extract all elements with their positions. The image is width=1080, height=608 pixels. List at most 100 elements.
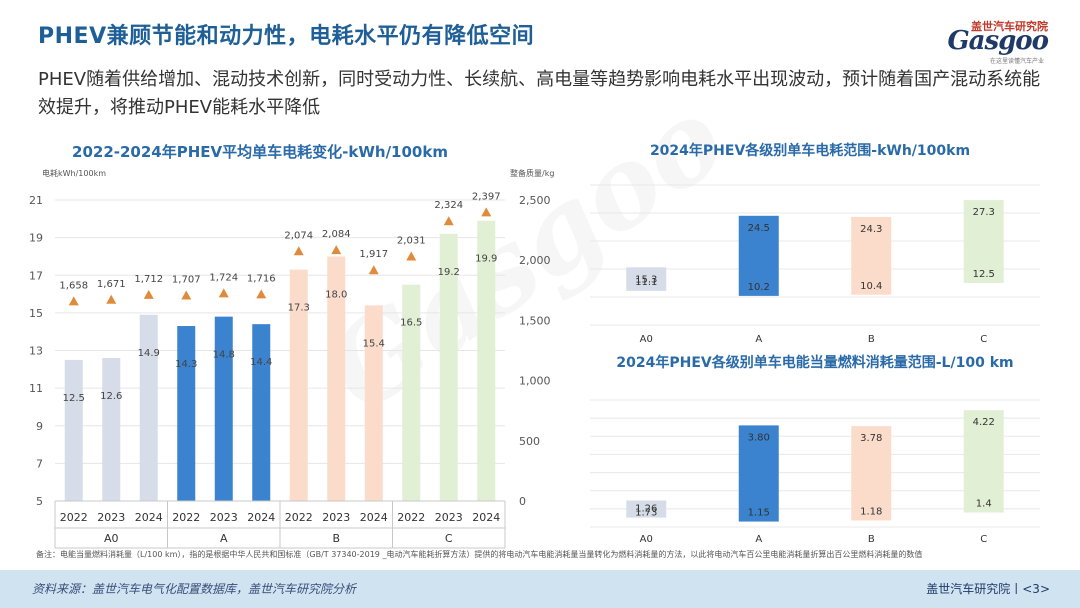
mass-marker xyxy=(143,289,154,299)
y-tick-label: 13 xyxy=(29,345,43,358)
logo-top-text: 盖世汽车研究院 xyxy=(971,20,1048,33)
mass-marker xyxy=(443,216,454,226)
chart2-title: 2024年PHEV各级别单车电耗范围-kWh/100km xyxy=(649,143,971,159)
mass-marker xyxy=(106,294,117,304)
y2-tick-label: 500 xyxy=(519,435,540,448)
range-low-label: 10.4 xyxy=(860,281,882,292)
source-text: 资料来源：盖世汽车电气化配置数据库，盖世汽车研究院分析 xyxy=(32,582,357,596)
mass-value-label: 2,324 xyxy=(434,200,463,211)
mass-value-label: 1,671 xyxy=(97,279,126,290)
x-group-label: A xyxy=(220,532,228,545)
mass-marker xyxy=(181,290,192,300)
bar-value-label: 19.9 xyxy=(475,254,497,265)
bar-value-label: 14.4 xyxy=(250,357,272,368)
range-x-label: A xyxy=(755,334,762,345)
bar-C-2022 xyxy=(402,284,421,501)
x-tick-year: 2024 xyxy=(360,511,388,524)
bar-B-2023 xyxy=(327,256,346,501)
x-tick-year: 2024 xyxy=(135,511,163,524)
y-tick-label: 5 xyxy=(36,495,43,508)
mass-value-label: 1,716 xyxy=(247,273,276,284)
x-tick-year: 2023 xyxy=(210,511,238,524)
mass-value-label: 2,084 xyxy=(322,229,351,240)
bar-value-label: 16.5 xyxy=(400,318,422,329)
range-low-label: 1.26 xyxy=(635,504,657,515)
y2-axis-label: 整备质量/kg xyxy=(510,168,554,178)
bar-value-label: 14.9 xyxy=(138,348,160,359)
x-tick-year: 2022 xyxy=(285,511,313,524)
bar-value-label: 14.3 xyxy=(175,359,197,370)
range-x-label: C xyxy=(980,334,987,345)
y2-tick-label: 2,000 xyxy=(519,254,551,267)
bar-B-2024 xyxy=(364,305,383,501)
mass-marker xyxy=(68,296,79,306)
range-bar-A xyxy=(738,215,779,296)
bar-B-2022 xyxy=(289,269,308,501)
range-x-label: A0 xyxy=(640,534,653,545)
mass-value-label: 2,074 xyxy=(284,230,313,241)
x-tick-year: 2022 xyxy=(172,511,200,524)
mass-marker xyxy=(331,245,342,255)
bar-C-2024 xyxy=(477,220,496,501)
bar-A-2022 xyxy=(177,326,196,501)
range-high-label: 3.78 xyxy=(860,433,882,444)
bar-A-2023 xyxy=(214,316,233,501)
y-tick-label: 15 xyxy=(29,307,43,320)
range-low-label: 12.5 xyxy=(973,269,995,280)
y-tick-label: 11 xyxy=(29,382,43,395)
mass-marker xyxy=(256,289,267,299)
bar-C-2023 xyxy=(439,233,458,502)
x-tick-year: 2022 xyxy=(60,511,88,524)
range-low-label: 1.15 xyxy=(748,508,770,519)
range-bar-C xyxy=(963,410,1004,513)
mass-value-label: 2,397 xyxy=(472,191,501,202)
range-bar-A0 xyxy=(626,500,667,518)
x-group-label: B xyxy=(332,532,340,545)
x-tick-year: 2023 xyxy=(322,511,350,524)
page-subtitle: PHEV随着供给增加、混动技术创新，同时受动力性、长续航、高电量等趋势影响电耗水… xyxy=(38,69,1041,118)
charts-canvas: 5 7 9 11 13 15 17 19 21 0 500 1,000 1,500 2,000 2,500 电… xyxy=(29,168,1040,549)
y-tick-label: 7 xyxy=(36,457,43,470)
chart1-title: 2022-2024年PHEV平均单车电耗变化-kWh/100km xyxy=(72,143,448,161)
page-title: PHEV兼顾节能和动力性，电耗水平仍有降低空间 xyxy=(38,24,535,49)
range-high-label: 3.80 xyxy=(748,432,770,443)
range-high-label: 27.3 xyxy=(973,207,995,218)
y-tick-label: 21 xyxy=(29,194,43,207)
bar-A-2024 xyxy=(252,324,271,501)
mass-value-label: 1,917 xyxy=(359,249,388,260)
y2-tick-label: 1,000 xyxy=(519,375,551,388)
mass-marker xyxy=(406,251,417,261)
bar-value-label: 17.3 xyxy=(288,303,310,314)
gasgoo-logo: 盖世汽车研究院 Gasgoo 在这里读懂汽车产业 xyxy=(938,18,1049,65)
y-tick-label: 9 xyxy=(36,420,43,433)
range-x-label: B xyxy=(868,334,875,345)
y2-tick-label: 0 xyxy=(519,495,526,508)
mass-value-label: 2,031 xyxy=(397,235,426,246)
mass-marker xyxy=(368,265,379,275)
range-low-label: 1.18 xyxy=(860,506,882,517)
y2-tick-label: 2,500 xyxy=(519,194,551,207)
mass-value-label: 1,724 xyxy=(209,272,238,283)
x-tick-year: 2024 xyxy=(247,511,275,524)
footer-bar: 资料来源：盖世汽车电气化配置数据库，盖世汽车研究院分析 盖世汽车研究院丨<3> xyxy=(0,570,1080,608)
range-high-label: 4.22 xyxy=(973,417,995,428)
range-bar-A xyxy=(738,425,779,522)
range-low-label: 1.4 xyxy=(976,498,992,509)
range-bar-B xyxy=(851,426,892,521)
range-x-label: B xyxy=(868,534,875,545)
mass-marker xyxy=(218,288,229,298)
chart3-title: 2024年PHEV各级别单车电能当量燃料消耗量范围-L/100 km xyxy=(616,355,1014,371)
mass-value-label: 1,707 xyxy=(172,274,201,285)
x-tick-year: 2023 xyxy=(97,511,125,524)
x-tick-year: 2024 xyxy=(472,511,500,524)
x-group-label: C xyxy=(445,532,453,545)
range-x-label: A xyxy=(755,534,762,545)
bar-A0-2022 xyxy=(64,359,83,501)
range-high-label: 15.3 xyxy=(635,274,657,285)
mass-value-label: 1,658 xyxy=(59,280,88,291)
bar-value-label: 18.0 xyxy=(325,289,347,300)
bar-value-label: 14.8 xyxy=(213,350,235,361)
range-bar-C xyxy=(963,200,1004,283)
range-high-label: 1.73 xyxy=(635,508,657,519)
range-low-label: 11.1 xyxy=(635,277,657,288)
